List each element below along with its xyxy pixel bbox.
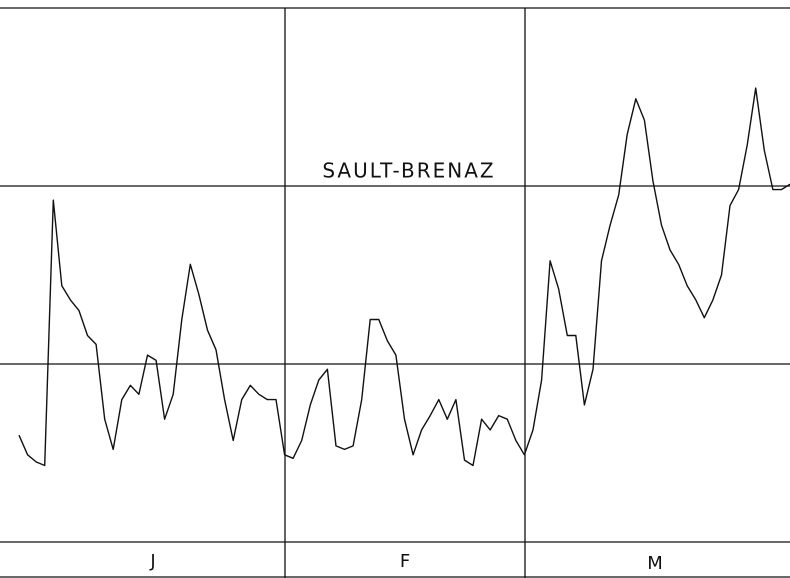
month-label: F bbox=[400, 551, 410, 572]
chart-title: SAULT-BRENAZ bbox=[322, 159, 495, 183]
month-label: M bbox=[647, 553, 663, 574]
month-label: J bbox=[149, 551, 155, 572]
data-line bbox=[18, 87, 790, 467]
